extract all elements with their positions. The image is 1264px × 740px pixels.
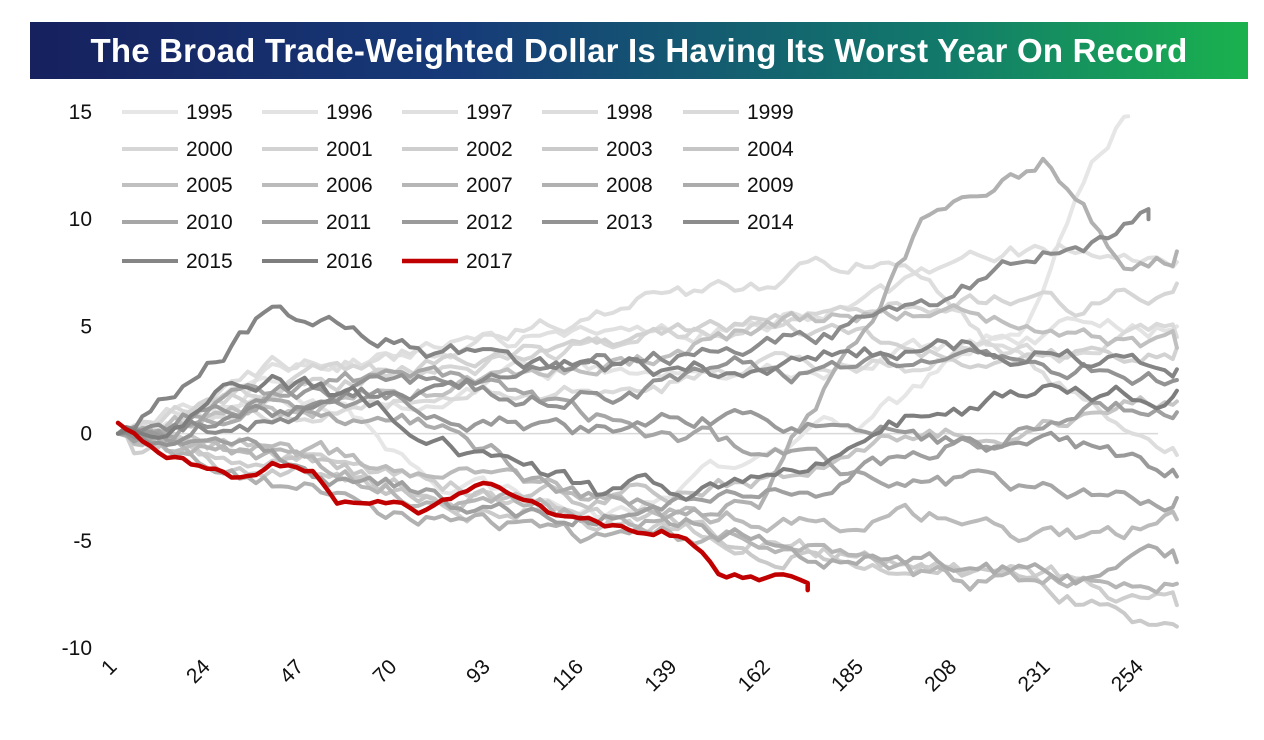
legend-label-2011: 2011	[326, 211, 371, 234]
series-line-2006	[116, 431, 1179, 544]
series-line-2005	[116, 303, 1179, 448]
series-layer	[115, 114, 1179, 629]
y-tick-label: 10	[69, 208, 92, 231]
legend-label-1996: 1996	[326, 101, 373, 124]
x-tick-label: 24	[182, 655, 215, 688]
x-tick-label: 1	[97, 655, 122, 680]
legend-label-2013: 2013	[606, 211, 653, 234]
x-tick-label: 185	[827, 655, 868, 696]
x-tick-label: 93	[462, 655, 495, 688]
legend-label-2001: 2001	[326, 138, 373, 161]
legend-label-2016: 2016	[326, 250, 373, 273]
legend-label-2004: 2004	[747, 138, 794, 161]
legend-label-2017: 2017	[466, 250, 513, 273]
y-tick-label: 15	[69, 101, 92, 124]
y-tick-label: -5	[73, 530, 92, 553]
x-tick-label: 231	[1014, 655, 1055, 696]
legend-label-2009: 2009	[747, 174, 794, 197]
y-tick-label: -10	[62, 637, 92, 660]
legend-label-2012: 2012	[466, 211, 513, 234]
chart-title-bar: The Broad Trade-Weighted Dollar Is Havin…	[30, 22, 1248, 79]
legend-label-2010: 2010	[186, 211, 233, 234]
series-line-2008	[116, 156, 1179, 544]
legend-label-1997: 1997	[466, 101, 513, 124]
series-line-1997	[116, 242, 1179, 437]
legend-label-1995: 1995	[186, 101, 233, 124]
series-line-2016	[116, 373, 1179, 502]
legend-label-2003: 2003	[606, 138, 653, 161]
legend-label-2006: 2006	[326, 174, 373, 197]
x-tick-label: 254	[1107, 655, 1148, 696]
legend-label-1998: 1998	[606, 101, 653, 124]
y-tick-label: 5	[80, 315, 92, 338]
series-line-2017	[115, 420, 810, 593]
chart-title: The Broad Trade-Weighted Dollar Is Havin…	[90, 31, 1188, 69]
legend-label-2005: 2005	[186, 174, 233, 197]
legend-label-2000: 2000	[186, 138, 233, 161]
series-line-2013	[116, 347, 1179, 447]
y-axis: 15 10 5 0 -5 -10	[62, 101, 92, 660]
x-tick-label: 162	[734, 655, 775, 696]
x-tick-label: 208	[920, 655, 961, 696]
series-line-2010	[116, 365, 1179, 513]
series-line-2015	[116, 304, 1179, 436]
legend-label-2015: 2015	[186, 250, 233, 273]
y-tick-label: 0	[80, 423, 92, 446]
series-line-2012	[116, 383, 1179, 479]
x-tick-label: 70	[369, 655, 402, 688]
series-line-1998	[116, 255, 1179, 457]
x-tick-label: 47	[275, 655, 308, 688]
legend-label-2007: 2007	[466, 174, 513, 197]
legend: 1995 1996 1997 1998 1999 2000 2001 2002 2003 2004…	[122, 101, 794, 273]
legend-label-1999: 1999	[747, 101, 794, 124]
legend-label-2002: 2002	[466, 138, 513, 161]
legend-label-2008: 2008	[606, 174, 653, 197]
legend-label-2014: 2014	[747, 211, 794, 234]
x-tick-label: 116	[548, 655, 588, 695]
x-tick-label: 139	[640, 655, 681, 696]
x-axis: 1 24 47 70 93 116 139 162 185 208 231 254	[97, 655, 1148, 696]
